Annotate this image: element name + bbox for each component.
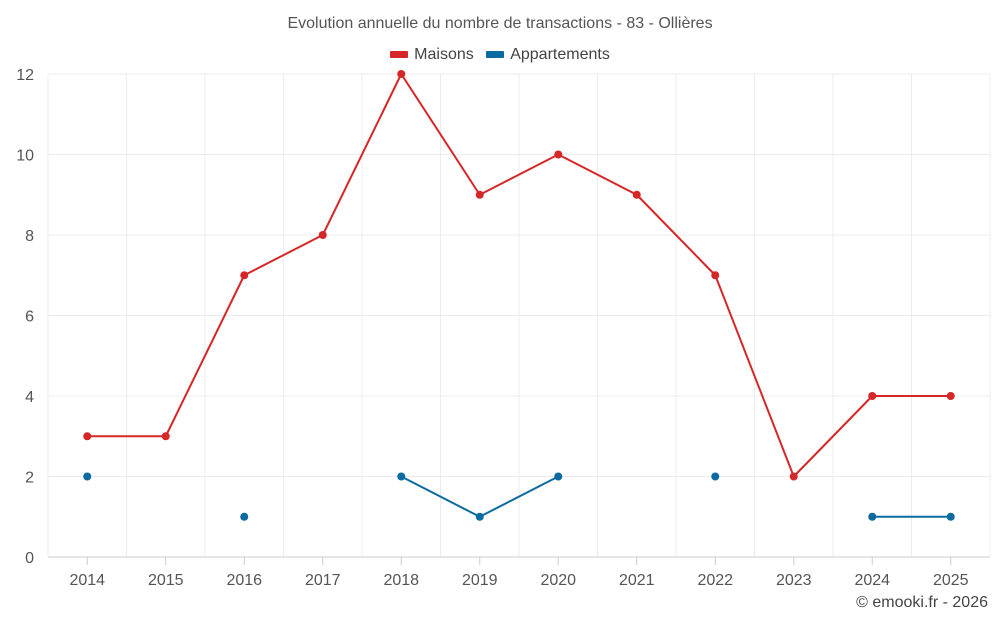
point-appartements-2022 (711, 472, 720, 481)
point-maisons-2025 (946, 392, 955, 400)
legend-item-maisons[interactable]: Maisons (390, 46, 474, 64)
point-appartements-2025 (946, 512, 955, 521)
legend-label-maisons: Maisons (414, 45, 474, 63)
point-appartements-2020 (554, 472, 563, 481)
point-maisons-2024 (868, 392, 877, 400)
legend-swatch-appartements (486, 51, 505, 58)
point-maisons-2017 (318, 231, 327, 239)
y-tick-label-6: 6 (25, 309, 34, 326)
point-appartements-2014 (83, 472, 92, 481)
x-tick-label-2023: 2023 (776, 572, 812, 589)
point-maisons-2018 (397, 70, 406, 78)
y-tick-label-4: 4 (25, 389, 34, 406)
point-maisons-2015 (161, 432, 170, 441)
point-maisons-2023 (789, 472, 798, 481)
x-tick-label-2022: 2022 (697, 572, 733, 589)
grid (47, 73, 991, 557)
x-tick-label-2016: 2016 (226, 572, 262, 589)
x-tick-label-2024: 2024 (854, 572, 890, 589)
point-maisons-2022 (711, 271, 720, 280)
point-appartements-2024 (868, 512, 877, 521)
legend-item-appartements[interactable]: Appartements (486, 46, 610, 64)
x-tick-label-2020: 2020 (540, 572, 576, 589)
y-tick-label-0: 0 (25, 550, 34, 567)
axes: 0 2 4 6 8 10 12 2014 2015 2016 2017 2018 2019 2020 202… (16, 67, 990, 589)
x-tick-label-2025: 2025 (933, 572, 969, 589)
series-line-appartements-2 (400, 475, 559, 518)
legend-swatch-maisons (390, 51, 409, 58)
point-maisons-2014 (83, 432, 92, 441)
x-tick-label-2021: 2021 (619, 572, 655, 589)
y-tick-label-8: 8 (25, 228, 34, 245)
x-tick-label-2018: 2018 (383, 572, 419, 589)
series-line-maisons-0 (87, 73, 951, 478)
series-points (83, 70, 955, 521)
point-appartements-2018 (397, 472, 406, 481)
point-appartements-2016 (240, 512, 249, 521)
chart-title: Evolution annuelle du nombre de transact… (287, 15, 713, 32)
point-maisons-2021 (632, 190, 641, 199)
y-tick-label-12: 12 (16, 67, 34, 84)
y-tick-label-10: 10 (16, 148, 34, 165)
y-tick-label-2: 2 (25, 470, 34, 487)
point-maisons-2016 (240, 271, 249, 280)
point-appartements-2019 (475, 512, 484, 521)
x-tick-label-2019: 2019 (462, 572, 498, 589)
x-tick-label-2017: 2017 (305, 572, 341, 589)
credit-text: © emooki.fr - 2026 (856, 594, 988, 611)
point-maisons-2019 (475, 190, 484, 199)
point-maisons-2020 (554, 150, 563, 159)
chart-legend: Maisons Appartements (0, 45, 1000, 64)
x-tick-label-2014: 2014 (69, 572, 105, 589)
x-tick-label-2015: 2015 (148, 572, 184, 589)
legend-label-appartements: Appartements (510, 45, 610, 63)
